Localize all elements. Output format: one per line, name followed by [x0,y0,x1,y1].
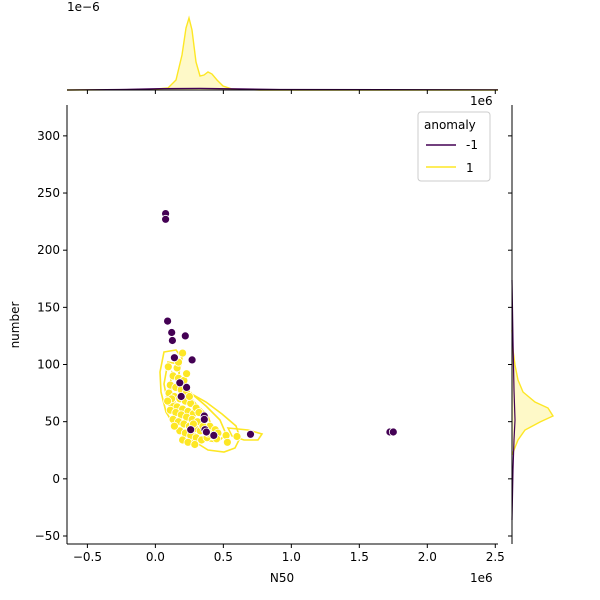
x-tick-label: 1.0 [282,550,301,564]
scatter-point-minus1 [161,214,171,224]
right-marginal-axes [508,105,513,544]
legend-title: anomaly [424,118,476,132]
top-marginal-axes [67,89,498,94]
scatter-point-1 [163,362,173,372]
scatter-point-minus1 [167,328,177,337]
x-tick-label: 2.5 [486,550,505,564]
y-tick-label: 100 [37,358,60,372]
scatter-point-1 [190,440,200,449]
top-marginal-offset-label: 1e−6 [67,0,100,14]
y-tick-label: −50 [35,529,60,543]
legend-box [417,111,491,182]
scatter-point-minus1 [182,382,192,392]
scatter-point-minus1 [163,316,173,326]
y-tick-label: 200 [37,243,60,257]
right-marginal-kde-line-1 [511,329,555,456]
scatter-point-minus1 [169,353,179,363]
top-marginal-kde-fill-1 [67,18,498,90]
x-offset-label: 1e6 [470,571,493,585]
legend-label-minus1: -1 [466,138,478,152]
scatter-point-minus1 [175,378,185,388]
kde-contour-tail [226,427,264,441]
scatter-point-minus1 [186,425,196,435]
x-tick-label: 0.5 [214,550,233,564]
scatter-point-1 [184,392,194,401]
scatter-point-minus1 [167,336,177,345]
y-tick-label: 0 [52,472,60,486]
legend-label-1: 1 [466,161,474,175]
scatter-series-minus1 [161,209,398,440]
y-tick-label: 150 [37,300,60,314]
scatter-point-minus1 [388,427,398,437]
x-ticks: −0.5 0.0 0.5 1.0 1.5 2.0 2.5 [73,544,505,564]
scatter-point-minus1 [187,355,197,365]
y-tick-label: 250 [37,186,60,200]
scatter-point-minus1 [180,331,190,341]
x-tick-label: 1.5 [350,550,369,564]
top-marginal-kde-line-1 [66,15,498,91]
x-tick-label: −0.5 [73,550,102,564]
y-tick-label: 50 [45,415,60,429]
scatter-point-1 [163,396,173,406]
scatter-point-1 [182,369,192,379]
y-axis-title: number [8,302,22,349]
right-marginal-ticks [508,135,512,537]
scatter-point-1 [232,432,242,441]
x-tick-label: 0.0 [146,550,165,564]
right-marginal-offset-label: 1e6 [470,94,493,108]
scatter-point-1 [222,437,232,447]
x-axis-title: N50 [270,571,294,585]
scatter-point-minus1 [246,429,255,439]
scatter-point-minus1 [199,414,209,424]
scatter-point-minus1 [176,392,186,401]
scatter-point-1 [169,421,179,431]
main-axes: −0.5 0.0 0.5 1.0 1.5 2.0 2.5 −50 0 50 100 150 200 25… [35,105,505,564]
scatter-point-minus1 [209,430,219,440]
right-marginal-kde-line-minus1 [511,279,516,521]
legend: anomaly -1 1 [417,111,491,182]
top-marginal-ticks [86,90,496,94]
y-ticks: −50 0 50 100 150 200 250 300 [35,129,67,543]
x-tick-label: 2.0 [418,550,437,564]
right-marginal-kde-fill-1 [512,330,553,455]
y-tick-label: 300 [37,129,60,143]
scatter-point-1 [178,348,188,358]
scatter-point-minus1 [201,427,211,437]
